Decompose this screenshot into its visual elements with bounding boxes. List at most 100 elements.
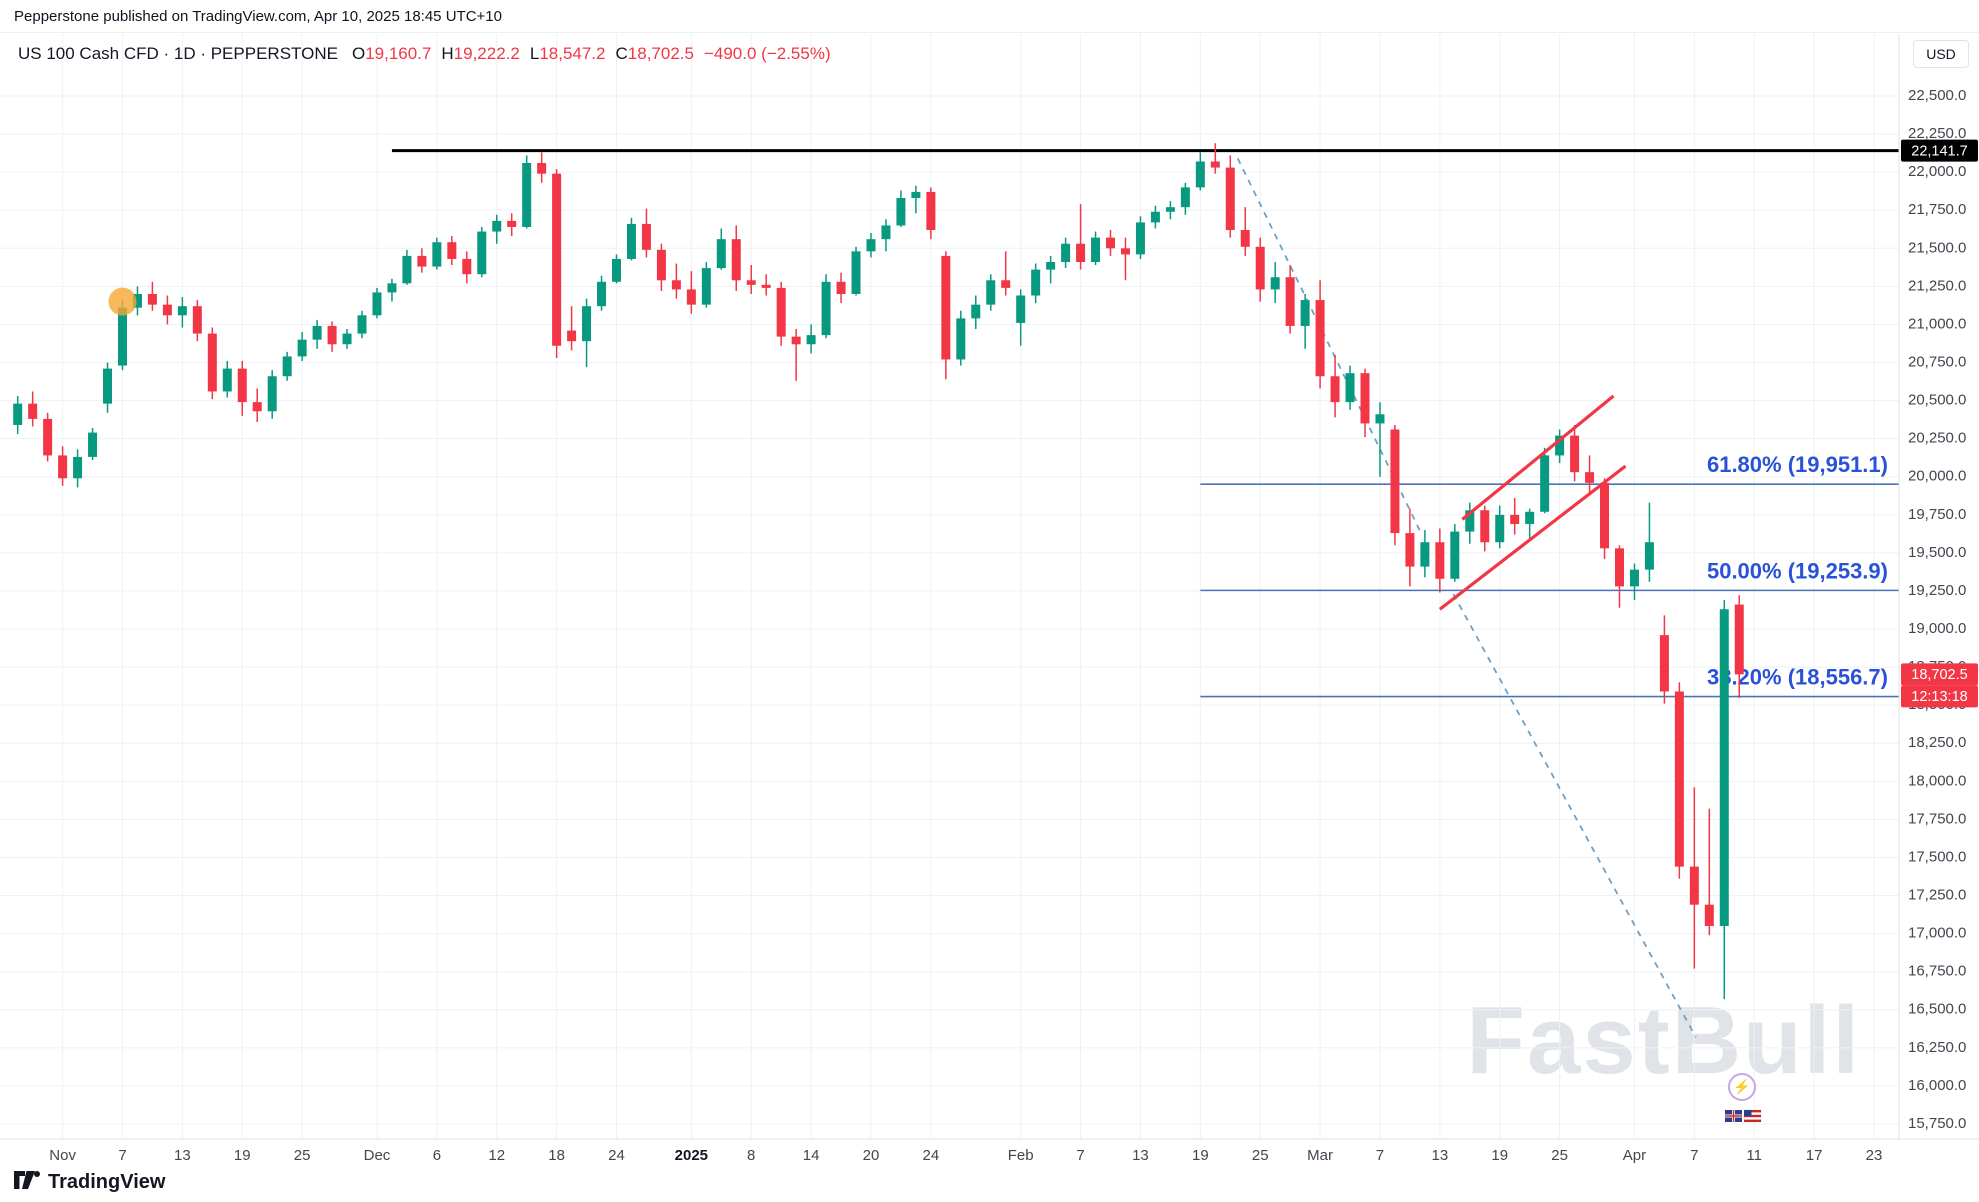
event-badges: ⚡: [1725, 1073, 1762, 1123]
price-axis-label: 19,250.0: [1908, 582, 1966, 599]
open-label: O: [351, 44, 366, 63]
candle: [881, 225, 891, 240]
candle: [147, 293, 157, 305]
price-axis-label: 19,750.0: [1908, 506, 1966, 523]
candle: [132, 293, 142, 308]
publisher-bar: Pepperstone published on TradingView.com…: [0, 0, 1979, 33]
time-axis-label: Apr: [1623, 1147, 1646, 1164]
price-axis-label: 20,750.0: [1908, 353, 1966, 370]
last-price-badge: [1901, 663, 1978, 686]
candle: [522, 163, 532, 227]
candle: [1689, 866, 1699, 905]
footer-brand-text[interactable]: TradingView: [48, 1171, 166, 1193]
candle: [13, 403, 23, 425]
candle: [1031, 269, 1041, 296]
candle: [701, 268, 711, 305]
time-axis-label: 20: [863, 1147, 880, 1164]
candle: [626, 223, 636, 259]
downtrend-dashed-line[interactable]: [1236, 158, 1697, 1038]
countdown-badge: [1901, 685, 1978, 708]
candle: [1180, 187, 1190, 208]
time-axis-label: 19: [1192, 1147, 1209, 1164]
symbol-title[interactable]: US 100 Cash CFD · 1D · PEPPERSTONE: [18, 44, 338, 63]
time-axis-label: 13: [174, 1147, 191, 1164]
candle: [1704, 904, 1714, 927]
low-value: 18,547.2: [539, 44, 606, 63]
candle: [447, 242, 457, 259]
candle: [1255, 246, 1265, 290]
candle: [656, 249, 666, 281]
candle: [267, 376, 277, 412]
fib-retracement[interactable]: 61.80% (19,951.1) 50.00% (19,253.9) 38.20%…: [1200, 452, 1899, 698]
close-label: C: [615, 44, 628, 63]
candle: [1600, 482, 1610, 549]
candle: [1390, 429, 1400, 534]
candle: [1345, 373, 1355, 403]
price-axis-label: 15,750.0: [1908, 1115, 1966, 1132]
candle: [1300, 300, 1310, 326]
high-value: 19,222.2: [453, 44, 520, 63]
fib-level-label: 61.80% (19,951.1): [1707, 452, 1888, 477]
time-axis-label: 7: [1376, 1147, 1384, 1164]
fastbull-watermark: FastBull: [1466, 987, 1861, 1094]
trend-channel-line[interactable]: [1461, 394, 1615, 521]
candle: [327, 325, 337, 345]
price-axis-label: 16,250.0: [1908, 1039, 1966, 1056]
candle: [851, 251, 861, 294]
candle: [1719, 609, 1729, 927]
trend-channel[interactable]: [1438, 394, 1627, 611]
candle: [417, 255, 427, 267]
change-value: −490.0 (−2.55%): [703, 44, 831, 63]
candle: [641, 223, 651, 250]
price-axis-label: 22,500.0: [1908, 87, 1966, 104]
candle: [297, 339, 307, 357]
price-axis-label: 18,250.0: [1908, 734, 1966, 751]
time-axis-label: 24: [923, 1147, 940, 1164]
svg-text:⚡: ⚡: [1733, 1079, 1750, 1096]
candle: [372, 292, 382, 316]
candle: [1210, 161, 1220, 168]
price-axis-label: 17,000.0: [1908, 925, 1966, 942]
close-value: 18,702.5: [627, 44, 694, 63]
candle: [1540, 455, 1550, 512]
currency-selector[interactable]: USD: [1913, 40, 1969, 68]
time-axis-label: 13: [1432, 1147, 1449, 1164]
candle: [1330, 376, 1340, 403]
candle: [252, 402, 262, 412]
candle: [1480, 510, 1490, 543]
candle: [971, 304, 981, 319]
candle: [1001, 280, 1011, 288]
candle: [357, 315, 367, 334]
tradingview-logo-icon[interactable]: [14, 1171, 40, 1194]
candle: [1165, 207, 1175, 212]
high-label: H: [441, 44, 454, 63]
candle: [177, 306, 187, 316]
price-axis[interactable]: 22,500.0 22,250.0 22,000.0 21,750.0 21,500.0…: [1908, 87, 1966, 1132]
trend-channel-line[interactable]: [1438, 464, 1627, 611]
time-axis-label: 25: [294, 1147, 311, 1164]
time-axis-label: 25: [1252, 1147, 1269, 1164]
time-axis-label: 6: [433, 1147, 441, 1164]
candle: [1465, 510, 1475, 532]
candle: [207, 333, 217, 392]
time-axis-label: 19: [1491, 1147, 1508, 1164]
time-axis-label: 23: [1866, 1147, 1883, 1164]
candle: [671, 280, 681, 290]
time-axis[interactable]: Nov 7 13 19 25 Dec 6 12 18 24 2025 8 14 20 24 Feb 7 13 19 2…: [49, 1147, 1882, 1164]
candle: [1435, 542, 1445, 579]
price-axis-label: 17,500.0: [1908, 848, 1966, 865]
candle: [282, 356, 292, 377]
ohlc-high: H19,222.2: [441, 44, 519, 64]
candle: [88, 432, 98, 457]
candle: [1674, 691, 1684, 867]
candle: [43, 418, 53, 456]
candle: [1150, 211, 1160, 223]
open-value: 19,160.7: [365, 44, 432, 63]
candle: [1046, 262, 1056, 270]
price-axis-label: 16,500.0: [1908, 1001, 1966, 1018]
candle: [537, 163, 547, 174]
time-axis-label: 24: [608, 1147, 625, 1164]
candle: [1495, 514, 1505, 543]
time-axis-label: 11: [1746, 1147, 1762, 1164]
